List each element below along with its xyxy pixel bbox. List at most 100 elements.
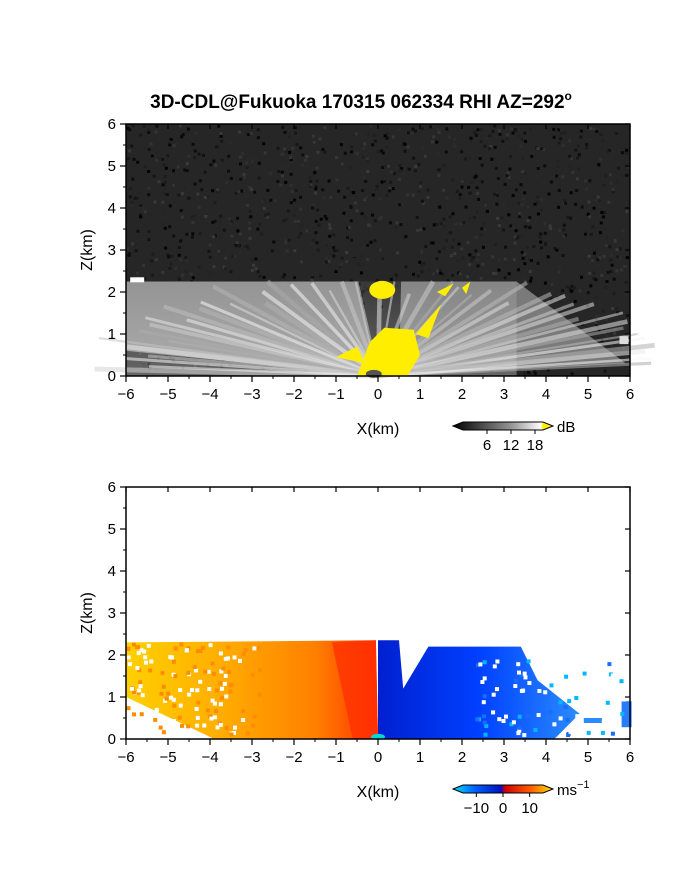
noise-speck <box>268 171 272 175</box>
noise-speck <box>412 272 415 276</box>
noise-speck <box>491 130 495 133</box>
scatter-pixel <box>171 697 176 702</box>
noise-speck <box>407 131 410 135</box>
noise-speck <box>458 272 462 276</box>
noise-speck <box>418 260 422 264</box>
intensity-x-tick-label: 0 <box>374 386 382 403</box>
east-edge-echo <box>619 336 629 345</box>
velocity-colorbar-unit: ms−1 <box>557 779 590 799</box>
noise-speck <box>299 207 303 211</box>
scatter-pixel <box>186 724 191 729</box>
noise-speck <box>593 251 596 255</box>
noise-speck <box>411 193 415 197</box>
noise-speck <box>438 205 442 209</box>
intensity-y-tick-label: 0 <box>108 368 116 385</box>
noise-speck <box>332 246 336 249</box>
noise-speck <box>504 146 508 150</box>
scatter-pixel <box>218 722 223 727</box>
noise-speck <box>476 210 479 214</box>
scatter-pixel <box>542 664 547 669</box>
noise-speck <box>447 232 451 236</box>
noise-speck <box>558 266 562 270</box>
velocity-y-tick-label: 4 <box>108 563 116 580</box>
noise-speck <box>539 208 543 212</box>
noise-speck <box>608 173 612 177</box>
scatter-pixel <box>129 686 134 691</box>
noise-speck <box>126 127 130 130</box>
noise-speck <box>327 179 331 183</box>
noise-speck <box>328 234 332 238</box>
noise-speck <box>507 272 511 276</box>
noise-speck <box>323 214 327 218</box>
scatter-pixel <box>571 659 576 664</box>
noise-speck <box>484 203 488 207</box>
noise-speck <box>233 254 237 258</box>
intensity-y-axis-label: Z(km) <box>79 229 96 271</box>
scatter-pixel <box>190 688 194 692</box>
noise-speck <box>263 151 267 155</box>
noise-speck <box>218 161 222 165</box>
noise-speck <box>256 136 260 140</box>
noise-speck <box>358 132 362 136</box>
noise-speck <box>424 245 428 249</box>
scatter-pixel <box>250 673 255 678</box>
noise-speck <box>576 144 580 148</box>
noise-speck <box>332 254 336 258</box>
scatter-pixel <box>226 656 230 661</box>
noise-speck <box>473 130 477 134</box>
noise-speck <box>420 270 424 274</box>
noise-speck <box>460 179 464 183</box>
noise-speck <box>568 154 572 158</box>
noise-speck <box>403 149 407 153</box>
noise-speck <box>269 198 273 202</box>
noise-speck <box>558 228 562 232</box>
noise-speck <box>610 254 614 258</box>
noise-speck <box>204 215 208 218</box>
noise-speck <box>442 246 446 250</box>
noise-speck <box>281 166 285 170</box>
noise-speck <box>516 235 520 239</box>
noise-speck <box>563 233 567 237</box>
scatter-pixel <box>136 690 141 695</box>
noise-speck <box>126 157 130 161</box>
noise-speck <box>489 145 493 149</box>
noise-speck <box>362 142 366 146</box>
noise-speck <box>588 179 592 183</box>
noise-speck <box>230 234 234 238</box>
noise-speck <box>435 222 439 226</box>
noise-speck <box>479 276 483 280</box>
noise-speck <box>260 199 264 203</box>
scatter-pixel <box>171 659 176 664</box>
noise-speck <box>398 164 402 168</box>
scatter-pixel <box>241 718 246 722</box>
noise-speck <box>515 237 519 241</box>
noise-speck <box>345 236 349 240</box>
noise-speck <box>600 273 604 277</box>
west-outbound-flow <box>126 640 378 739</box>
noise-speck <box>381 166 385 169</box>
noise-speck <box>592 271 596 275</box>
noise-speck <box>437 130 441 134</box>
noise-speck <box>181 276 185 280</box>
noise-speck <box>482 222 486 225</box>
noise-speck <box>526 219 530 223</box>
noise-speck <box>523 139 527 143</box>
noise-speck <box>398 128 402 132</box>
scatter-pixel <box>137 688 142 693</box>
noise-speck <box>557 205 561 209</box>
scatter-pixel <box>137 668 142 673</box>
scatter-pixel <box>523 675 528 680</box>
noise-speck <box>193 214 197 218</box>
scatter-pixel <box>196 700 201 705</box>
noise-speck <box>493 124 497 128</box>
noise-speck <box>258 146 262 150</box>
noise-speck <box>600 335 604 339</box>
noise-speck <box>625 256 629 260</box>
noise-speck <box>305 155 309 158</box>
noise-speck <box>431 272 435 276</box>
noise-speck <box>299 232 303 235</box>
noise-speck <box>445 127 449 131</box>
noise-speck <box>168 143 172 147</box>
noise-speck <box>187 154 190 158</box>
noise-speck <box>155 158 159 162</box>
